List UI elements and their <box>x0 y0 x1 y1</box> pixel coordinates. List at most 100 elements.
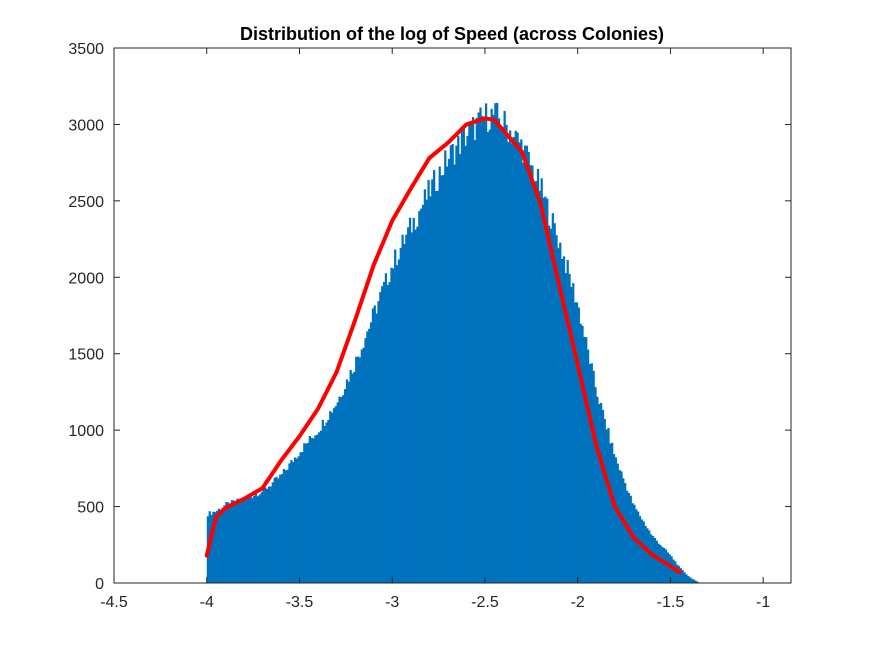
histogram-bar <box>607 427 610 583</box>
histogram-bar <box>397 259 401 583</box>
histogram-bars <box>206 102 699 584</box>
histogram-bar <box>401 234 404 583</box>
histogram-bar <box>611 442 614 583</box>
histogram-bar <box>316 434 319 583</box>
histogram-bar <box>373 305 376 583</box>
histogram-bar <box>355 356 358 583</box>
histogram-bar <box>234 502 237 583</box>
histogram-bar <box>347 381 350 583</box>
histogram-bar <box>390 267 393 583</box>
histogram-bar <box>677 565 681 583</box>
histogram-bar <box>674 561 677 583</box>
histogram-bar <box>407 227 410 583</box>
histogram-bar <box>444 150 447 583</box>
histogram-bar <box>692 579 695 583</box>
histogram-bar <box>221 507 224 583</box>
histogram-bar <box>369 322 373 583</box>
histogram-bar <box>368 328 371 583</box>
histogram-bar <box>345 379 349 583</box>
histogram-bar <box>481 116 484 583</box>
histogram-bar <box>399 247 402 584</box>
histogram-bar <box>256 496 260 583</box>
histogram-bar <box>575 302 579 583</box>
histogram-bar <box>585 337 588 583</box>
histogram-bar <box>509 130 512 583</box>
histogram-bar <box>358 357 362 583</box>
fit-curve-group <box>204 116 682 575</box>
histogram-bar <box>260 492 263 583</box>
histogram-bar <box>340 397 343 583</box>
histogram-bar <box>525 145 529 583</box>
histogram-bar <box>631 503 634 583</box>
histogram-bar <box>507 142 510 583</box>
histogram-bar <box>659 544 662 583</box>
histogram-bar <box>510 143 514 583</box>
histogram-bar <box>592 370 595 583</box>
histogram-bar <box>570 286 573 583</box>
histogram-bar <box>245 497 248 583</box>
histogram-bar <box>336 402 339 583</box>
histogram-bar <box>663 547 666 583</box>
histogram-bar <box>251 497 254 583</box>
histogram-bar <box>627 492 631 583</box>
histogram-bar <box>379 292 382 583</box>
histogram-bar <box>212 511 215 583</box>
histogram-bar <box>572 283 575 583</box>
histogram-bar <box>280 474 284 583</box>
histogram-bar <box>362 347 365 583</box>
histogram-bar <box>551 213 554 583</box>
histogram-bar <box>596 396 599 583</box>
histogram-bar <box>277 478 280 583</box>
histogram-bar <box>473 140 477 583</box>
histogram-bar <box>308 436 311 583</box>
histogram-bar <box>425 199 428 583</box>
histogram-bar <box>290 460 293 583</box>
histogram-bar <box>332 408 336 583</box>
histogram-bar <box>460 131 464 583</box>
y-axis: 0 500 1000 1500 2000 2500 3000 3500 <box>68 41 791 593</box>
histogram-bar <box>687 576 690 583</box>
histogram-bar <box>479 107 482 583</box>
histogram-bar <box>442 174 445 583</box>
y-tick-label: 3000 <box>68 117 104 134</box>
plot-area-frame <box>113 47 792 584</box>
histogram-bar <box>681 570 684 583</box>
histogram-bar <box>561 258 564 583</box>
histogram-bar <box>494 103 497 583</box>
histogram-bar <box>214 512 217 583</box>
histogram-bar <box>388 282 391 583</box>
histogram-bar <box>451 144 454 584</box>
histogram-bar <box>427 179 430 583</box>
histogram-bar <box>229 505 232 583</box>
histogram-bar <box>321 419 324 583</box>
histogram-bar <box>661 546 664 583</box>
histogram-bar <box>412 218 415 583</box>
histogram-bar <box>382 281 386 583</box>
histogram-bar <box>676 564 679 583</box>
histogram-bar <box>683 572 686 583</box>
histogram-bar <box>431 179 434 583</box>
histogram-bar <box>670 556 673 583</box>
histogram-bar <box>405 234 408 583</box>
histogram-bar <box>548 225 551 583</box>
histogram-bar <box>514 130 517 583</box>
histogram-bar <box>216 510 219 583</box>
histogram-bar <box>609 443 612 583</box>
histogram-bar <box>434 191 438 583</box>
histogram-bar <box>210 514 213 583</box>
histogram-bar <box>640 519 644 583</box>
histogram-bar <box>512 136 516 584</box>
histogram-bar <box>618 470 621 583</box>
histogram-bar <box>453 164 456 583</box>
histogram-bar <box>646 528 649 583</box>
histogram-bar <box>351 373 354 583</box>
histogram-bar <box>468 123 471 583</box>
histogram-bar <box>638 516 642 583</box>
histogram-bar <box>403 243 406 583</box>
histogram-bar <box>635 509 638 583</box>
histogram-bar <box>577 307 580 583</box>
histogram-bar <box>564 273 567 583</box>
histogram-bar <box>471 117 475 583</box>
histogram-bar <box>247 496 250 583</box>
histogram-bar <box>553 223 556 583</box>
